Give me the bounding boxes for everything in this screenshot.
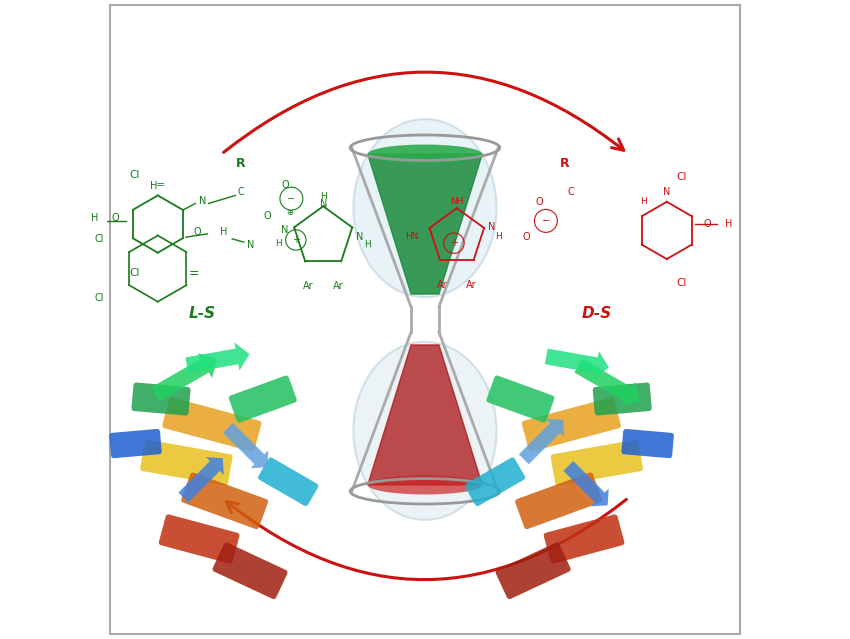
Text: Ar: Ar [303, 281, 314, 291]
Text: Cl: Cl [676, 173, 686, 183]
FancyBboxPatch shape [592, 383, 652, 415]
Text: H: H [220, 227, 228, 237]
FancyBboxPatch shape [140, 440, 233, 486]
FancyBboxPatch shape [465, 458, 525, 506]
Polygon shape [368, 154, 482, 294]
FancyBboxPatch shape [258, 458, 319, 506]
Text: −: − [541, 216, 550, 226]
Text: Ar: Ar [437, 279, 448, 289]
Text: H: H [641, 197, 647, 206]
Text: O: O [281, 180, 289, 190]
FancyBboxPatch shape [515, 472, 602, 529]
FancyBboxPatch shape [132, 383, 190, 415]
Text: Ar: Ar [466, 279, 477, 289]
Ellipse shape [368, 475, 482, 495]
Polygon shape [368, 345, 482, 485]
Text: O: O [111, 213, 119, 223]
FancyArrow shape [185, 343, 249, 373]
Text: H: H [91, 213, 99, 223]
FancyBboxPatch shape [522, 397, 620, 452]
FancyBboxPatch shape [496, 543, 570, 599]
Text: =: = [189, 267, 200, 280]
Text: ⊕: ⊕ [286, 208, 293, 217]
Text: H: H [150, 181, 157, 191]
Text: NH: NH [450, 197, 463, 206]
FancyArrow shape [564, 461, 609, 506]
FancyBboxPatch shape [486, 376, 554, 422]
Text: N: N [320, 199, 327, 209]
FancyBboxPatch shape [159, 514, 240, 564]
FancyBboxPatch shape [212, 543, 287, 599]
Text: H: H [365, 240, 371, 249]
Text: C: C [237, 187, 244, 197]
Text: Cl: Cl [130, 171, 140, 180]
Text: HN: HN [405, 233, 419, 242]
FancyBboxPatch shape [621, 429, 674, 458]
Text: R: R [560, 157, 570, 170]
Text: Cl: Cl [94, 293, 104, 304]
FancyArrow shape [178, 457, 224, 502]
Text: N: N [281, 226, 289, 235]
FancyArrow shape [575, 358, 640, 406]
Text: Cl: Cl [676, 279, 686, 288]
FancyBboxPatch shape [110, 429, 162, 458]
Text: Cl: Cl [94, 234, 104, 244]
Text: H: H [725, 219, 732, 229]
Text: N: N [356, 232, 364, 242]
Text: O: O [523, 232, 530, 242]
FancyBboxPatch shape [229, 376, 297, 422]
Text: +: + [450, 238, 458, 248]
Text: L-S: L-S [189, 305, 216, 321]
Text: H: H [275, 238, 282, 248]
Text: H: H [320, 192, 326, 201]
Text: D-S: D-S [581, 305, 612, 321]
Text: O: O [264, 212, 271, 222]
Text: O: O [536, 197, 543, 207]
FancyBboxPatch shape [162, 397, 262, 452]
Text: C: C [568, 187, 575, 197]
Text: Cl: Cl [130, 268, 140, 278]
FancyBboxPatch shape [544, 514, 625, 564]
Text: Ar: Ar [333, 281, 343, 291]
Text: O: O [194, 227, 201, 237]
Ellipse shape [354, 119, 496, 297]
Text: N: N [199, 196, 206, 206]
Ellipse shape [368, 144, 482, 164]
Text: N: N [488, 222, 496, 232]
Text: N: N [663, 187, 671, 197]
FancyArrow shape [545, 349, 609, 380]
Text: O: O [703, 219, 711, 229]
FancyBboxPatch shape [551, 440, 643, 486]
Text: =: = [156, 180, 166, 190]
FancyBboxPatch shape [181, 472, 268, 529]
FancyArrow shape [518, 419, 564, 465]
Text: R: R [235, 157, 246, 170]
Ellipse shape [354, 342, 496, 520]
Text: +: + [292, 235, 300, 245]
FancyArrow shape [223, 423, 269, 468]
Text: N: N [246, 240, 254, 250]
Text: −: − [287, 194, 296, 204]
FancyArrow shape [151, 353, 218, 401]
Text: H: H [495, 233, 502, 242]
FancyBboxPatch shape [110, 4, 740, 635]
